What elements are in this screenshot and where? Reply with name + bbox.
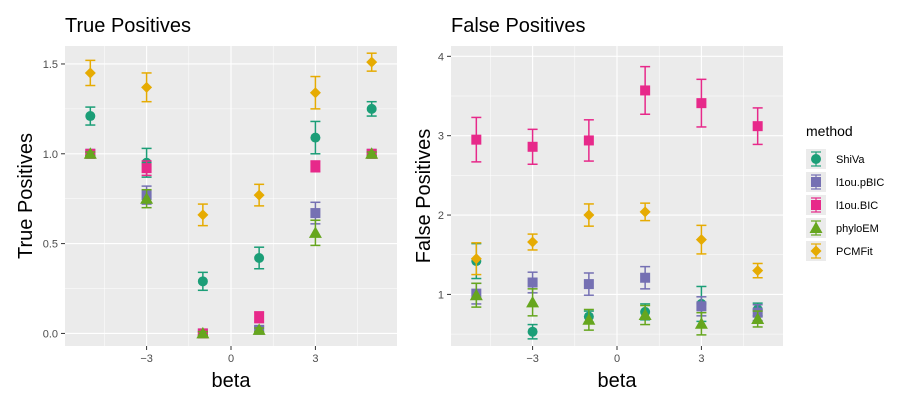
legend-label: l1ou.pBIC [836, 177, 884, 189]
data-point [583, 209, 595, 221]
x-tick-label: 3 [312, 353, 318, 365]
false-positives-panel: False Positives −3 0 3 1 2 3 4 beta False Posi… [413, 15, 783, 392]
data-point [253, 189, 265, 201]
y-tick-label: 1.0 [43, 149, 58, 161]
data-point [308, 226, 322, 238]
data-point [252, 323, 266, 335]
data-point [583, 135, 594, 146]
legend-label: ShiVa [836, 154, 865, 166]
data-point [583, 279, 594, 290]
legend-marker [811, 200, 821, 210]
data-point [696, 301, 707, 312]
data-point [752, 265, 764, 277]
legend-marker [811, 154, 821, 164]
data-point [527, 326, 538, 337]
legend-title: method [806, 123, 853, 139]
data-point [638, 308, 652, 321]
data-point [309, 87, 321, 99]
y-tick-label: 0.0 [43, 328, 58, 340]
data-point [639, 206, 651, 218]
x-tick-label: −3 [140, 353, 153, 365]
data-point [696, 98, 707, 109]
data-point [196, 326, 210, 339]
y-tick-label: 1 [438, 289, 444, 301]
x-axis-title-true-positives: beta [212, 370, 252, 392]
data-point [365, 147, 379, 159]
data-point [470, 253, 482, 265]
x-tick-label: 3 [698, 353, 704, 365]
data-point [197, 209, 209, 221]
data-point [640, 272, 651, 283]
data-point [310, 161, 321, 172]
legend-item: PCMFit [806, 241, 873, 261]
legend-marker [809, 221, 823, 233]
data-point [310, 208, 321, 219]
legend-item: l1ou.BIC [806, 195, 878, 215]
chart-title-false-positives: False Positives [451, 15, 586, 37]
data-point [197, 276, 208, 287]
marks-false-positives [469, 65, 765, 340]
ticks-true-positives: −3 0 3 0.0 0.5 1.0 1.5 [43, 59, 319, 365]
legend-item: ShiVa [806, 149, 865, 169]
data-point [141, 163, 152, 174]
y-tick-label: 0.5 [43, 239, 58, 251]
y-axis-title-false-positives: False Positives [413, 129, 435, 264]
y-tick-label: 2 [438, 210, 444, 222]
legend-items: ShiVa l1ou.pBIC l1ou.BIC phyloEM PCMFit [806, 149, 884, 261]
data-point [310, 132, 321, 143]
data-point [751, 312, 765, 325]
legend-label: l1ou.BIC [836, 200, 878, 212]
legend: method ShiVa l1ou.pBIC l1ou.BIC phyloEM PCMF… [806, 123, 884, 261]
data-point [366, 103, 377, 114]
data-point [141, 81, 153, 93]
x-axis-title-false-positives: beta [598, 370, 638, 392]
y-tick-label: 3 [438, 131, 444, 143]
y-tick-label: 4 [438, 51, 444, 63]
data-point [582, 313, 596, 325]
legend-item: phyloEM [806, 218, 879, 238]
ticks-false-positives: −3 0 3 1 2 3 4 [438, 51, 705, 365]
legend-marker [810, 245, 822, 257]
chart-title-true-positives: True Positives [65, 15, 191, 37]
data-point [527, 141, 538, 152]
legend-label: phyloEM [836, 223, 879, 235]
x-tick-label: −3 [526, 353, 539, 365]
data-point [752, 121, 763, 132]
marks-true-positives [83, 52, 379, 339]
legend-item: l1ou.pBIC [806, 172, 884, 192]
y-axis-title-true-positives: True Positives [15, 133, 37, 259]
data-point [84, 67, 96, 79]
data-point [140, 192, 154, 204]
data-point [254, 312, 265, 323]
data-point [640, 85, 651, 96]
x-tick-label: 0 [614, 353, 620, 365]
data-point [471, 134, 482, 145]
data-point [527, 236, 539, 248]
x-tick-label: 0 [228, 353, 234, 365]
data-point [85, 111, 96, 122]
gridlines-false-positives [451, 46, 783, 346]
legend-label: PCMFit [836, 246, 873, 258]
data-point [527, 277, 538, 288]
data-point [695, 234, 707, 246]
data-point [83, 147, 97, 159]
data-point [694, 317, 708, 329]
data-point [469, 288, 483, 301]
data-point [366, 56, 378, 68]
true-positives-panel: True Positives −3 0 3 0.0 0.5 1.0 1.5 beta Tru… [15, 15, 397, 392]
legend-marker [811, 177, 821, 187]
data-point [526, 295, 540, 308]
y-tick-label: 1.5 [43, 59, 58, 71]
data-point [254, 252, 265, 263]
